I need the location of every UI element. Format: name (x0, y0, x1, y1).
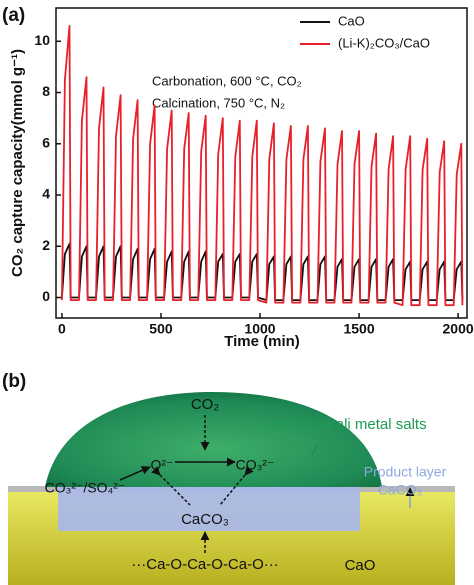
arrow (219, 465, 254, 506)
y-tick-label: 8 (42, 83, 50, 99)
legend-label: CaO (338, 13, 365, 28)
y-tick-label: 2 (42, 237, 50, 253)
x-axis-label: Time (min) (224, 333, 300, 350)
diagram: (b) CO₂ Molten alkali metal salts O²⁻ CO… (2, 371, 455, 585)
x-tick-label: 1500 (343, 321, 374, 337)
label: Product layer (364, 464, 447, 480)
annotation: Calcination, 750 °C, N₂ (152, 95, 285, 110)
product-layer (58, 487, 360, 531)
x-tick-label: 500 (149, 321, 173, 337)
arrow (151, 466, 191, 506)
x-tick-label: 1000 (244, 321, 275, 337)
label: ···Ca-O-Ca-O-Ca-O··· (131, 556, 278, 573)
y-tick-label: 6 (42, 134, 50, 150)
label: CaCO₃ (378, 482, 423, 498)
legend-label: (Li-K)₂CO₃/CaO (338, 35, 430, 50)
label: CaCO₃ (181, 511, 229, 528)
arrow (119, 466, 151, 481)
y-tick-label: 0 (42, 288, 50, 304)
series-line (61, 25, 464, 307)
y-axis-label: CO₂ capture capacity(mmol g⁻¹) (9, 49, 26, 277)
x-tick-label: 0 (58, 321, 66, 337)
molten-salt-dome (45, 392, 382, 487)
label: Molten alkali metal salts (267, 416, 426, 433)
label: O²⁻ (151, 457, 174, 473)
label: CO₃²⁻/SO₄²⁻ (45, 480, 126, 496)
plot-frame (55, 7, 468, 319)
y-tick-label: 10 (34, 32, 50, 48)
panel-label: (a) (2, 5, 25, 26)
series-line (61, 242, 464, 301)
label: CaO (345, 557, 376, 574)
x-tick-label: 2000 (443, 321, 474, 337)
annotation: Carbonation, 600 °C, CO₂ (152, 73, 302, 88)
leader (311, 444, 319, 456)
label: CO₂ (191, 396, 220, 413)
y-tick-label: 4 (42, 186, 50, 202)
label: CO₃²⁻ (236, 457, 275, 473)
panel-label: (b) (2, 371, 26, 392)
